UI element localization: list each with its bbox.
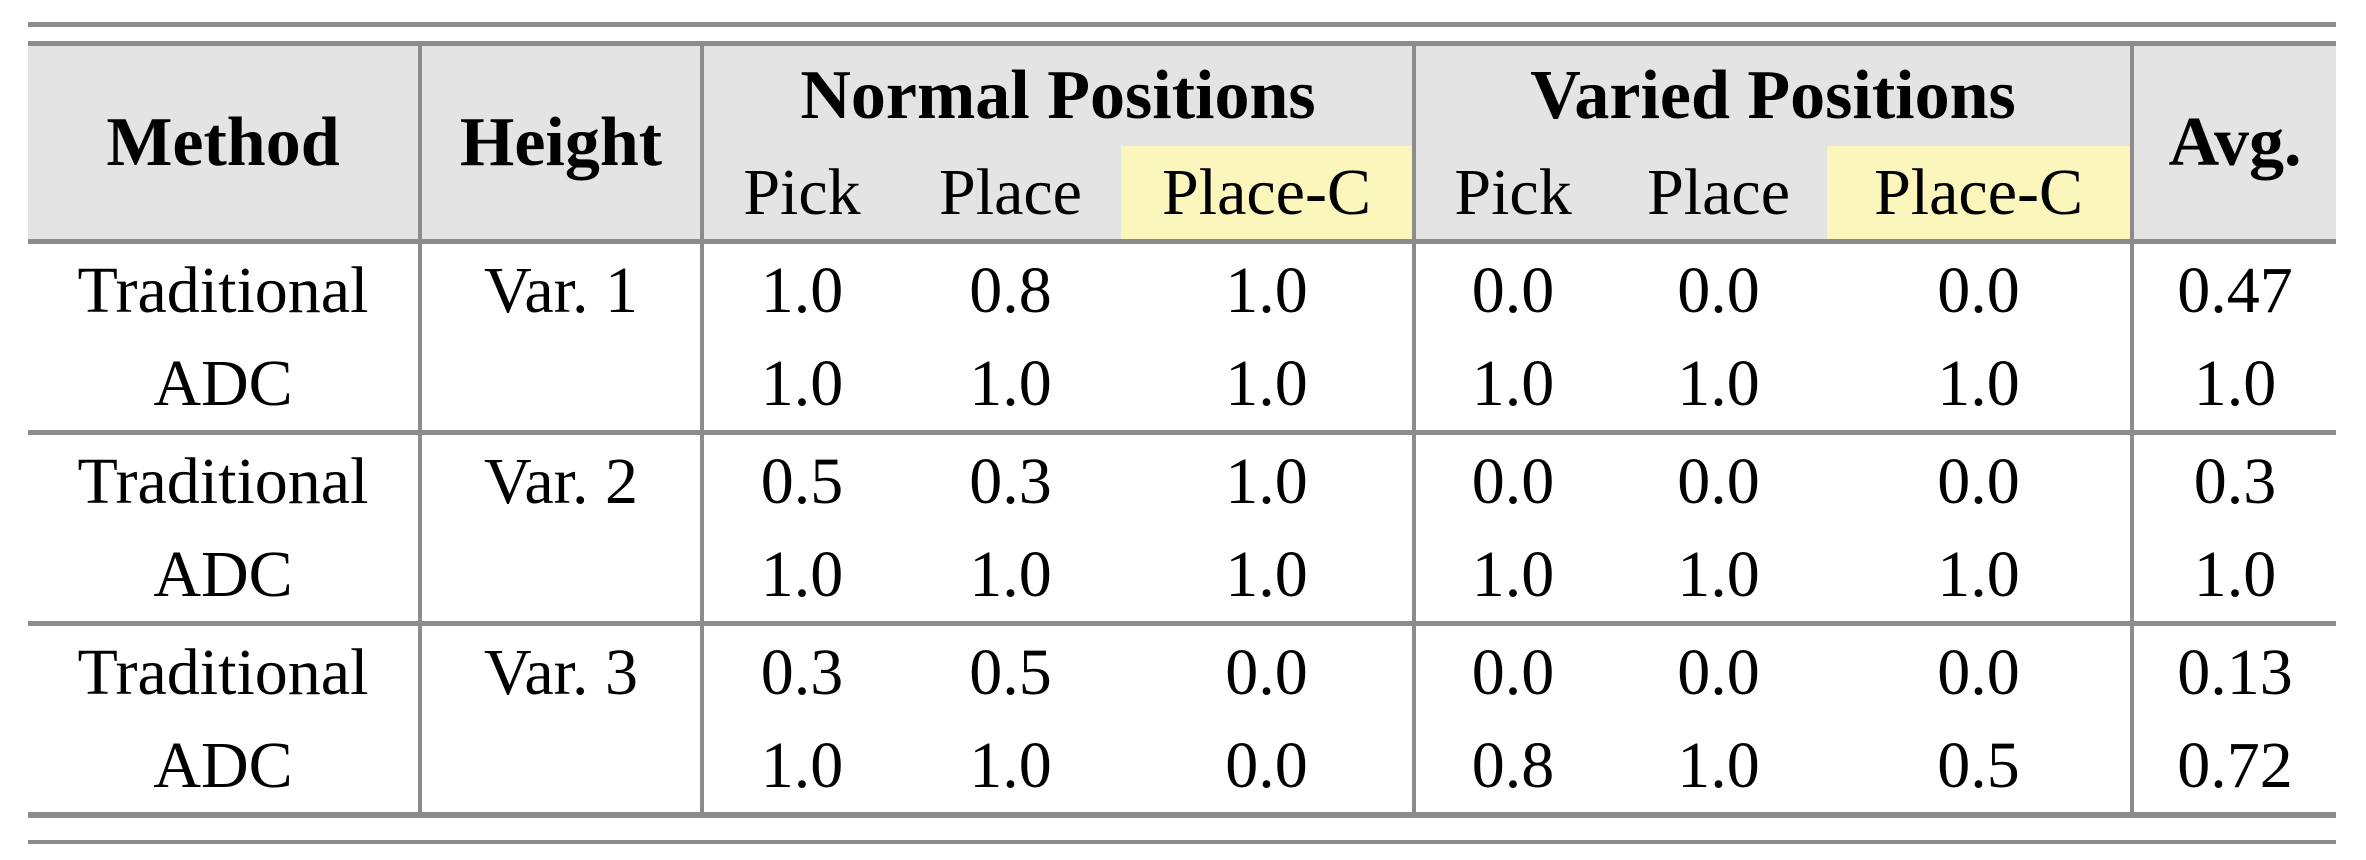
value-cell: 1.0 [1412, 528, 1611, 624]
value-cell: 0.0 [1610, 621, 1828, 719]
value-cell: 1.0 [700, 719, 900, 812]
method-cell: Traditional [28, 239, 420, 337]
method-cell: Traditional [28, 621, 420, 719]
subheader-varied-pick: Pick [1412, 146, 1611, 242]
table-row: Traditional Var. 3 0.3 0.5 0.0 0.0 0.0 0… [28, 621, 2337, 812]
value-cell: 1.0 [700, 239, 900, 337]
value-cell: 0.0 [1412, 239, 1611, 337]
results-table-area: Method Height Normal Positions Varied Po… [28, 22, 2337, 844]
value-cell: 1.0 [1121, 528, 1415, 624]
bottom-rule-outer [28, 840, 2336, 844]
method-cell: Traditional [28, 430, 420, 528]
value-cell: 1.0 [900, 337, 1121, 433]
value-cell: 0.5 [900, 621, 1121, 719]
height-cell: Var. 2 [418, 430, 702, 624]
method-cell: ADC [28, 337, 420, 433]
value-cell: 1.0 [900, 719, 1121, 812]
value-cell: 1.0 [1121, 239, 1415, 337]
table-row: Traditional Var. 2 0.5 0.3 1.0 0.0 0.0 0… [28, 430, 2337, 624]
value-cell: 0.5 [700, 430, 900, 528]
header-avg: Avg. [2130, 46, 2337, 242]
height-cell: Var. 1 [418, 239, 702, 433]
subheader-normal-place: Place [900, 146, 1121, 242]
subheader-normal-pick: Pick [700, 146, 900, 242]
top-rule-inner [28, 41, 2336, 46]
avg-cell: 0.13 [2130, 621, 2337, 719]
method-cell: ADC [28, 528, 420, 624]
header-row-subcolumns: Pick Place Place-C Pick Place Place-C [28, 146, 2336, 242]
avg-cell: 1.0 [2130, 528, 2337, 624]
avg-cell: 0.3 [2130, 430, 2337, 528]
value-cell: 1.0 [900, 528, 1121, 624]
avg-cell: 0.72 [2130, 719, 2337, 812]
value-cell: 1.0 [1121, 337, 1415, 433]
table-row: ADC 1.0 1.0 1.0 1.0 1.0 1.0 1.0 [28, 528, 2337, 624]
value-cell: 0.3 [900, 430, 1121, 528]
value-cell: 0.8 [1412, 719, 1611, 812]
avg-cell: 1.0 [2130, 337, 2337, 433]
value-cell: 1.0 [700, 337, 900, 433]
value-cell: 1.0 [1610, 528, 1828, 624]
avg-cell: 0.47 [2130, 239, 2337, 337]
bottom-rule-inner [28, 812, 2336, 818]
value-cell: 0.0 [1610, 239, 1828, 337]
value-cell: 0.0 [1827, 621, 2133, 719]
value-cell: 1.0 [1412, 337, 1611, 433]
value-cell: 0.0 [1121, 621, 1415, 719]
value-cell: 0.0 [1827, 239, 2133, 337]
table-row: ADC 1.0 1.0 0.0 0.8 1.0 0.5 0.72 [28, 719, 2337, 812]
top-rule-gap [28, 27, 2336, 41]
value-cell: 1.0 [1610, 337, 1828, 433]
header-height: Height [418, 46, 702, 242]
value-cell: 0.0 [1610, 430, 1828, 528]
table-row: ADC 1.0 1.0 1.0 1.0 1.0 1.0 1.0 [28, 337, 2337, 433]
subheader-normal-place-c: Place-C [1121, 146, 1415, 242]
header-method: Method [28, 46, 420, 242]
top-rule-outer [28, 22, 2336, 27]
value-cell: 0.8 [900, 239, 1121, 337]
results-table: Method Height Normal Positions Varied Po… [28, 46, 2337, 812]
value-cell: 1.0 [700, 528, 900, 624]
subheader-varied-place: Place [1610, 146, 1828, 242]
value-cell: 1.0 [1121, 430, 1415, 528]
method-cell: ADC [28, 719, 420, 812]
value-cell: 1.0 [1827, 337, 2133, 433]
value-cell: 0.0 [1827, 430, 2133, 528]
header-row-groups: Method Height Normal Positions Varied Po… [28, 46, 2337, 242]
value-cell: 0.0 [1121, 719, 1415, 812]
bottom-rule-gap [28, 818, 2336, 840]
value-cell: 1.0 [1610, 719, 1828, 812]
value-cell: 0.3 [700, 621, 900, 719]
value-cell: 0.0 [1412, 430, 1611, 528]
value-cell: 0.0 [1412, 621, 1611, 719]
subheader-varied-place-c: Place-C [1827, 146, 2133, 242]
value-cell: 0.5 [1827, 719, 2133, 812]
value-cell: 1.0 [1827, 528, 2133, 624]
header-normal-positions: Normal Positions [699, 46, 1415, 146]
table-row: Traditional Var. 1 1.0 0.8 1.0 0.0 0.0 0… [28, 239, 2337, 433]
header-varied-positions: Varied Positions [1412, 46, 2133, 146]
height-cell: Var. 3 [418, 621, 702, 812]
